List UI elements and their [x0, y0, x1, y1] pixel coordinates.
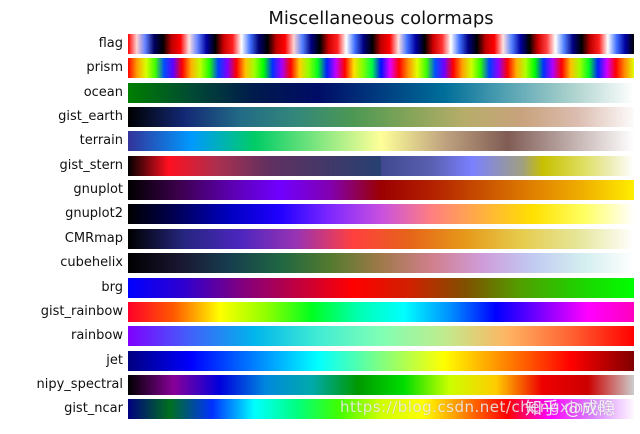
- colormap-row: cubehelix: [0, 253, 640, 274]
- colormap-row: prism: [0, 58, 640, 79]
- colormap-bar-jet: [128, 350, 634, 371]
- colormap-label: terrain: [79, 133, 123, 149]
- colormap-label: gist_earth: [58, 109, 123, 125]
- colormap-row: gist_ncar: [0, 399, 640, 420]
- colormap-row: flag: [0, 34, 640, 54]
- colormap-label: jet: [106, 352, 123, 368]
- colormap-bar-rainbow: [128, 326, 634, 347]
- colormap-bar-nipy-spectral: [128, 374, 634, 395]
- colormap-row: gist_rainbow: [0, 301, 640, 322]
- colormap-label: CMRmap: [64, 230, 123, 246]
- colormap-bar-prism: [128, 58, 634, 79]
- colormap-row: gist_earth: [0, 107, 640, 128]
- colormap-row: rainbow: [0, 326, 640, 347]
- colormap-label: gist_rainbow: [40, 303, 123, 319]
- colormap-bar-CMRmap: [128, 228, 634, 249]
- colormap-label: prism: [86, 60, 123, 76]
- colormap-bar-terrain: [128, 131, 634, 152]
- colormap-row: CMRmap: [0, 228, 640, 249]
- colormap-bar-gnuplot2: [128, 204, 634, 225]
- colormap-label: rainbow: [71, 328, 123, 344]
- colormap-row: terrain: [0, 131, 640, 152]
- colormap-row: gnuplot2: [0, 204, 640, 225]
- colormap-label: gnuplot2: [65, 206, 123, 222]
- colormap-bar-gist-rainbow: [128, 301, 634, 322]
- colormap-bar-gist-earth: [128, 107, 634, 128]
- colormap-row: jet: [0, 350, 640, 371]
- colormap-label: gist_ncar: [64, 401, 123, 417]
- colormap-bar-flag: [128, 34, 634, 54]
- colormap-row: gist_stern: [0, 155, 640, 176]
- colormap-bar-brg: [128, 277, 634, 298]
- colormap-row: gnuplot: [0, 180, 640, 201]
- colormap-row: ocean: [0, 82, 640, 103]
- colormap-label: brg: [101, 279, 123, 295]
- chart-title: Miscellaneous colormaps: [268, 8, 494, 29]
- colormap-label: nipy_spectral: [36, 376, 124, 392]
- colormap-label: gnuplot: [73, 182, 123, 198]
- colormap-row: nipy_spectral: [0, 374, 640, 395]
- colormap-label: ocean: [83, 84, 123, 100]
- colormap-label: cubehelix: [60, 255, 123, 271]
- colormap-bar-gist-stern: [128, 155, 634, 176]
- colormap-label: flag: [98, 36, 123, 51]
- watermark-url: https://blog.csdn.net/chengxinwei: [340, 398, 612, 416]
- watermark-site: 知乎 @成隐: [525, 399, 616, 419]
- colormap-bar-cubehelix: [128, 253, 634, 274]
- colormap-bar-ocean: [128, 82, 634, 103]
- colormap-bar-gnuplot: [128, 180, 634, 201]
- colormap-row: brg: [0, 277, 640, 298]
- colormap-bar-gist-ncar: [128, 399, 634, 420]
- colormap-label: gist_stern: [59, 157, 123, 173]
